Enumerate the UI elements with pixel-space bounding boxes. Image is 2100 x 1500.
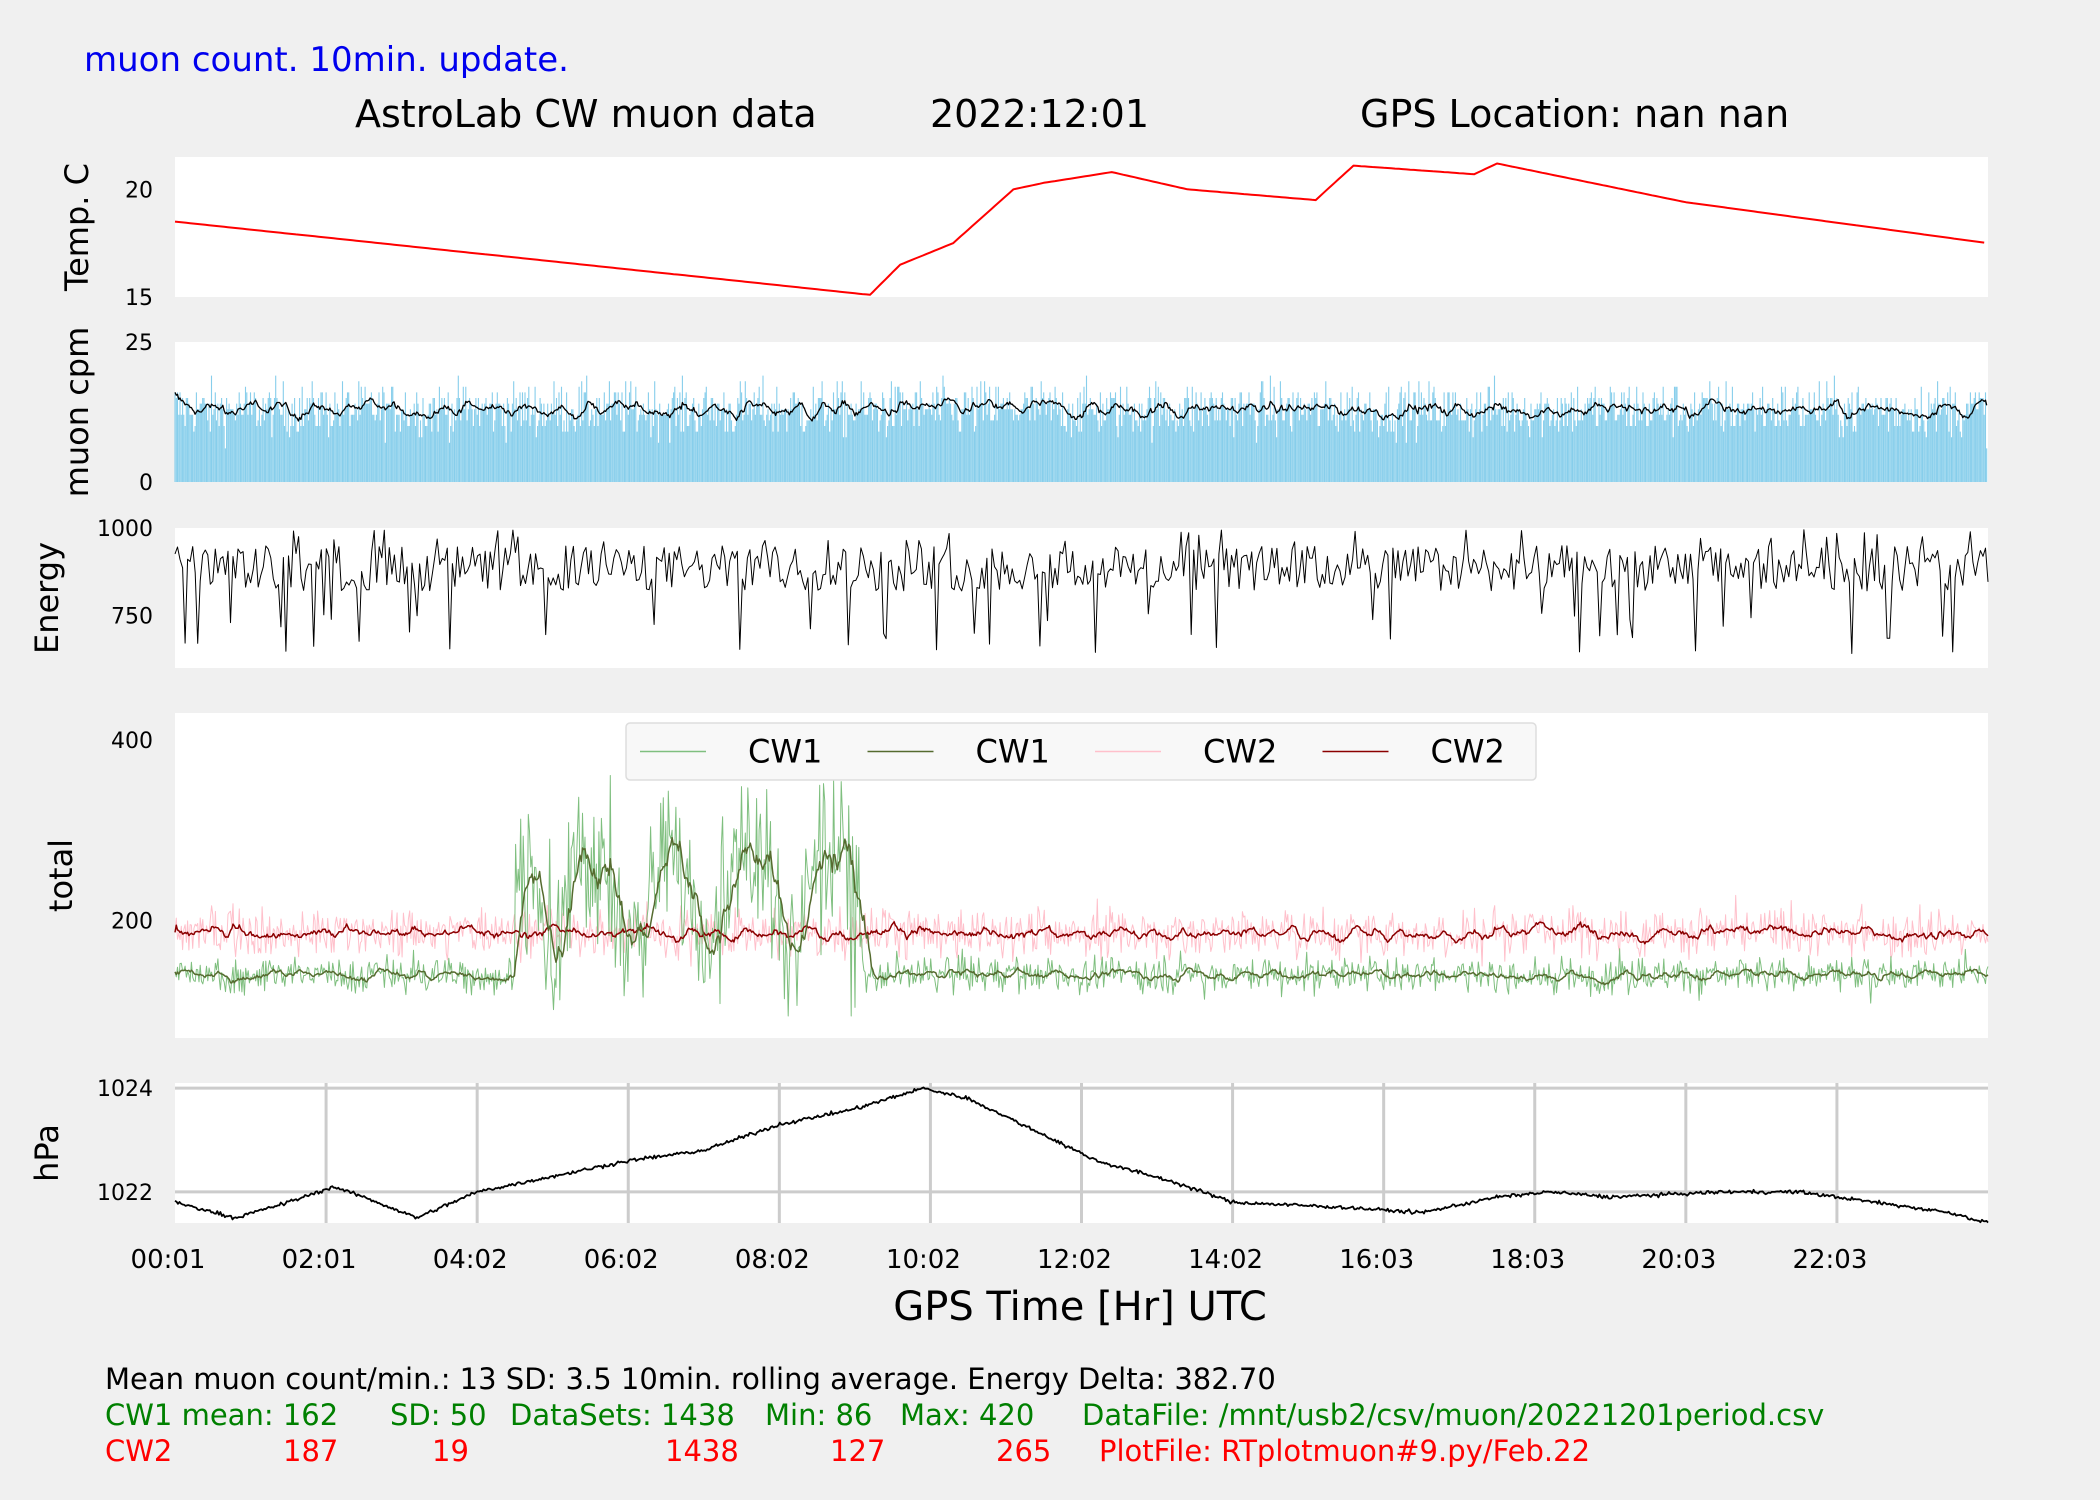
cw1-min: Min: 86 bbox=[765, 1398, 873, 1432]
y-tick-label: 200 bbox=[111, 910, 153, 935]
y-tick-label: 0 bbox=[139, 471, 153, 496]
x-tick-label: 14:02 bbox=[1188, 1245, 1263, 1275]
cw1-sd: SD: 50 bbox=[390, 1398, 487, 1432]
y-tick-label: 25 bbox=[125, 331, 153, 356]
cw2-mean: 187 bbox=[283, 1434, 339, 1468]
chart-date: 2022:12:01 bbox=[930, 92, 1150, 136]
stats-summary: Mean muon count/min.: 13 SD: 3.5 10min. … bbox=[105, 1362, 1276, 1396]
header-note: muon count. 10min. update. bbox=[84, 40, 569, 80]
pressure-line bbox=[174, 1086, 1989, 1224]
x-axis-label: GPS Time [Hr] UTC bbox=[893, 1284, 1267, 1330]
cw2-average-line bbox=[174, 921, 1989, 945]
y-tick-label: 400 bbox=[111, 729, 153, 754]
y-axis-label: hPa bbox=[28, 1124, 66, 1182]
x-tick-label: 10:02 bbox=[886, 1245, 961, 1275]
temp-line bbox=[174, 162, 1985, 296]
plot-area-3 bbox=[175, 528, 1988, 668]
y-tick-label: 1000 bbox=[97, 517, 153, 542]
plot-area-1 bbox=[175, 157, 1988, 297]
x-tick-label: 12:02 bbox=[1037, 1245, 1112, 1275]
x-tick-label: 02:01 bbox=[282, 1245, 357, 1275]
y-tick-label: 750 bbox=[111, 605, 153, 630]
legend-label: CW2 bbox=[1431, 733, 1505, 771]
cw2-max: 265 bbox=[996, 1434, 1052, 1468]
cw2-datasets: 1438 bbox=[665, 1434, 739, 1468]
cpm-bars bbox=[174, 375, 1988, 482]
x-tick-label: 06:02 bbox=[584, 1245, 659, 1275]
cw1-mean: CW1 mean: 162 bbox=[105, 1398, 339, 1432]
y-axis-label: Energy bbox=[28, 542, 66, 654]
y-axis-label: muon cpm bbox=[58, 327, 96, 498]
y-axis-label: Temp. C bbox=[58, 163, 96, 292]
data-file: DataFile: /mnt/usb2/csv/muon/20221201per… bbox=[1082, 1398, 1825, 1432]
cw1-average-line bbox=[174, 836, 1989, 986]
legend-label: CW2 bbox=[1203, 733, 1277, 771]
gps-location: GPS Location: nan nan bbox=[1360, 92, 1790, 136]
legend-label: CW1 bbox=[976, 733, 1050, 771]
y-tick-label: 1024 bbox=[97, 1077, 153, 1102]
y-tick-label: 20 bbox=[125, 178, 153, 203]
x-tick-label: 04:02 bbox=[433, 1245, 508, 1275]
cw1-datasets: DataSets: 1438 bbox=[510, 1398, 735, 1432]
cw2-label: CW2 bbox=[105, 1434, 173, 1468]
cw2-min: 127 bbox=[830, 1434, 886, 1468]
y-tick-label: 15 bbox=[125, 286, 153, 311]
y-axis-label: total bbox=[42, 839, 80, 912]
cw1-raw-line bbox=[174, 775, 1989, 1017]
cw1-max: Max: 420 bbox=[900, 1398, 1035, 1432]
x-tick-label: 20:03 bbox=[1641, 1245, 1716, 1275]
x-tick-label: 16:03 bbox=[1339, 1245, 1414, 1275]
cw2-sd: 19 bbox=[432, 1434, 469, 1468]
cpm-rolling-average bbox=[174, 392, 1988, 422]
energy-line bbox=[174, 529, 1989, 654]
x-tick-label: 00:01 bbox=[131, 1245, 206, 1275]
plot-file: PlotFile: RTplotmuon#9.py/Feb.22 bbox=[1099, 1434, 1591, 1468]
x-tick-label: 22:03 bbox=[1792, 1245, 1867, 1275]
x-tick-label: 08:02 bbox=[735, 1245, 810, 1275]
y-tick-label: 1022 bbox=[97, 1181, 153, 1206]
chart-title: AstroLab CW muon data bbox=[355, 92, 817, 136]
x-tick-label: 18:03 bbox=[1490, 1245, 1565, 1275]
legend-label: CW1 bbox=[748, 733, 822, 771]
cw2-raw-line bbox=[174, 894, 1989, 967]
chart-legend bbox=[625, 722, 1537, 781]
